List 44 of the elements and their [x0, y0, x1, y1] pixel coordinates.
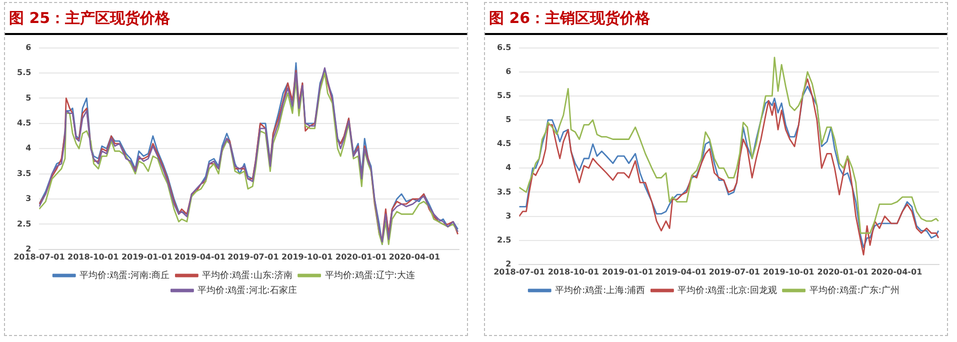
x-tick-label: 2019-04-01	[655, 267, 707, 276]
y-tick-label: 4	[26, 144, 32, 153]
y-tick-label: 5.5	[497, 91, 512, 100]
y-tick-label: 3	[506, 211, 512, 220]
x-tick-label: 2020-01-01	[335, 252, 388, 262]
y-tick-label: 4	[506, 163, 512, 172]
x-tick-label: 2020-01-01	[817, 267, 869, 276]
x-tick-label: 2019-07-01	[708, 267, 760, 276]
legend-label: 平均价:鸡蛋:河北:石家庄	[198, 284, 297, 296]
x-tick-label: 2020-04-01	[870, 267, 923, 276]
y-tick-label: 5.5	[17, 68, 32, 78]
x-tick-label: 2018-07-01	[14, 252, 66, 262]
x-tick-label: 2019-10-01	[282, 252, 334, 262]
x-tick-label: 2019-07-01	[228, 252, 280, 262]
y-tick-label: 5	[506, 115, 512, 124]
y-tick-label: 6	[26, 42, 32, 52]
x-tick-label: 2019-04-01	[174, 252, 226, 262]
legend-label: 平均价:鸡蛋:辽宁:大连	[324, 270, 415, 281]
y-tick-label: 2.5	[497, 235, 512, 244]
y-tick-label: 6	[506, 66, 512, 76]
y-tick-label: 3.5	[17, 168, 32, 178]
y-tick-label: 3	[26, 194, 32, 204]
y-tick-label: 3.5	[497, 187, 512, 196]
y-tick-label: 4.5	[17, 118, 32, 128]
y-tick-label: 5	[26, 93, 32, 102]
y-tick-label: 2	[26, 244, 32, 254]
legend-label: 平均价:鸡蛋:河南:商丘	[80, 270, 170, 281]
y-tick-label: 6.5	[497, 42, 512, 52]
x-tick-label: 2018-07-01	[494, 267, 546, 276]
x-tick-label: 2018-10-01	[68, 252, 120, 262]
legend-label: 平均价:鸡蛋:广东:广州	[809, 284, 900, 296]
x-tick-label: 2019-01-01	[121, 252, 174, 262]
x-tick-label: 2018-10-01	[548, 267, 600, 276]
chart-title: 图 25：主产区现货价格	[5, 3, 467, 35]
legend-label: 平均价:鸡蛋:上海:浦西	[555, 284, 646, 296]
legend-label: 平均价:鸡蛋:北京:回龙观	[678, 284, 777, 296]
y-tick-label: 2	[506, 259, 512, 268]
x-tick-label: 2020-04-01	[388, 252, 440, 262]
legend-label: 平均价:鸡蛋:山东:济南	[202, 270, 292, 281]
y-tick-label: 2.5	[17, 219, 32, 228]
x-tick-label: 2019-01-01	[602, 267, 654, 276]
y-tick-label: 4.5	[497, 139, 512, 148]
chart-title: 图 26：主销区现货价格	[485, 3, 947, 35]
x-tick-label: 2019-10-01	[763, 267, 815, 276]
